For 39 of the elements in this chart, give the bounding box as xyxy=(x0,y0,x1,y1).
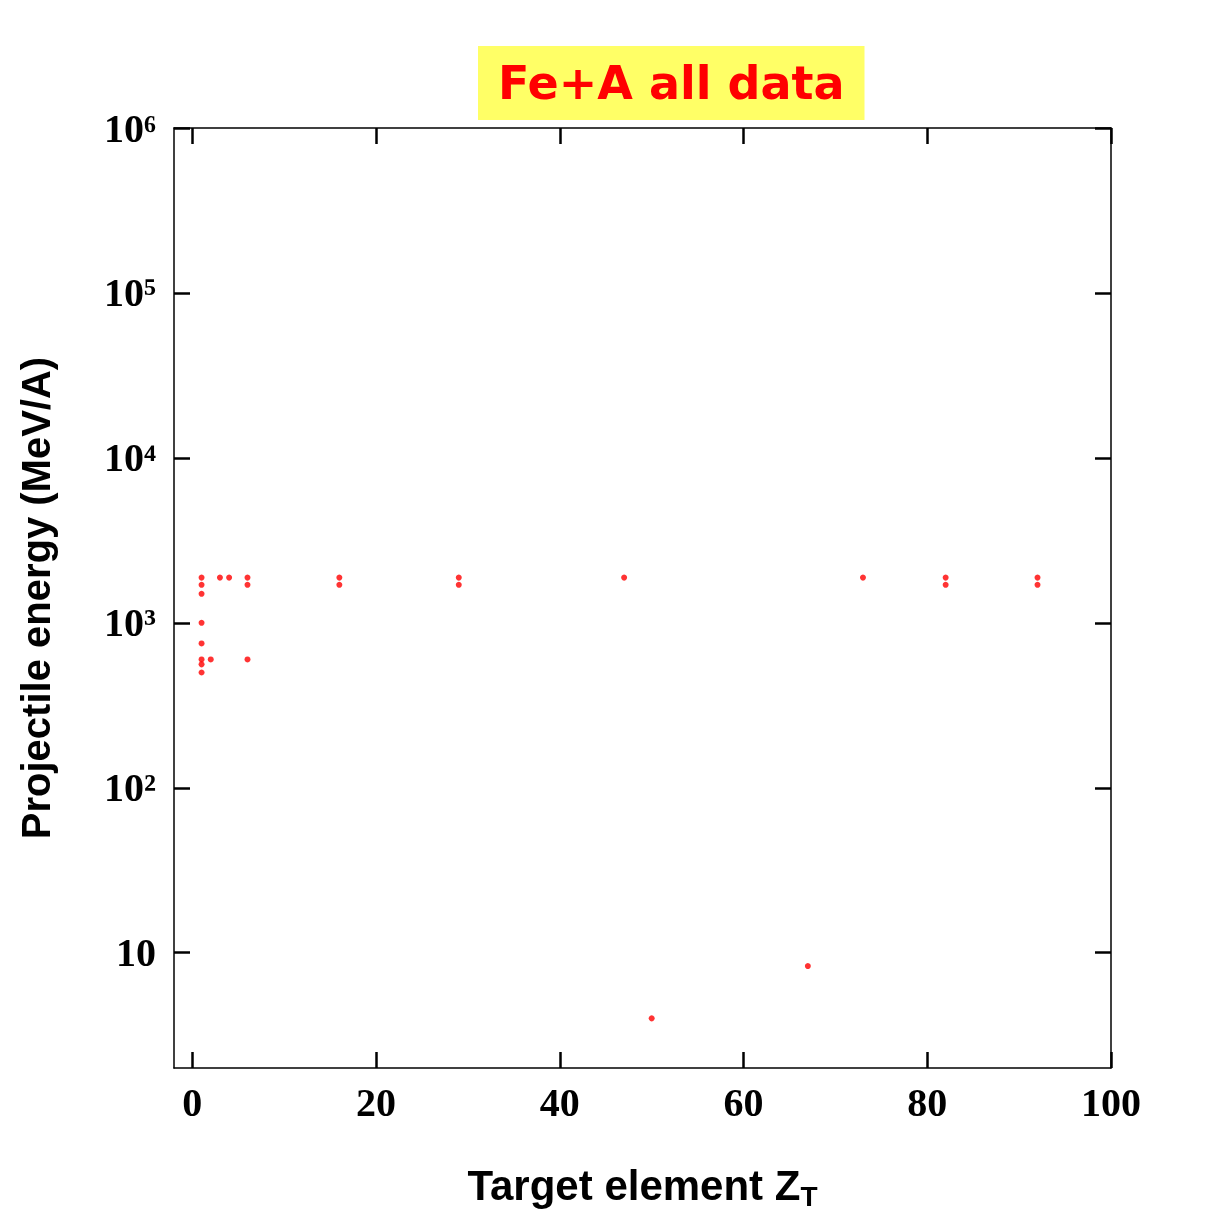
point xyxy=(1034,574,1041,581)
point xyxy=(455,574,462,581)
point xyxy=(942,574,949,581)
point xyxy=(455,581,462,588)
point xyxy=(1034,581,1041,588)
point xyxy=(216,574,223,581)
point xyxy=(244,574,251,581)
y-tick-label: 10⁵ xyxy=(104,270,156,316)
x-tick-label: 80 xyxy=(907,1079,948,1125)
x-tick-label: 40 xyxy=(539,1079,580,1125)
point xyxy=(198,574,205,581)
point xyxy=(648,1015,655,1022)
y-tick-label: 10² xyxy=(104,765,156,811)
x-tick-label: 60 xyxy=(723,1079,764,1125)
point xyxy=(804,963,811,970)
point xyxy=(207,656,214,663)
y-tick-label: 10 xyxy=(116,930,156,976)
point xyxy=(942,581,949,588)
point xyxy=(226,574,233,581)
x-tick-label: 0 xyxy=(182,1079,203,1125)
y-tick-label: 10⁴ xyxy=(104,435,156,481)
point xyxy=(244,656,251,663)
point xyxy=(336,574,343,581)
point xyxy=(198,661,205,668)
point xyxy=(198,619,205,626)
chart-title: Fe+A all data xyxy=(498,56,845,110)
x-tick-label: 20 xyxy=(356,1079,397,1125)
point xyxy=(336,581,343,588)
point xyxy=(244,581,251,588)
y-tick-label: 10³ xyxy=(104,600,156,646)
y-tick-label: 10⁶ xyxy=(104,105,156,151)
point xyxy=(198,669,205,676)
point xyxy=(198,581,205,588)
point xyxy=(198,590,205,597)
point xyxy=(198,640,205,647)
y-axis-title: Projectile energy (MeV/A) xyxy=(14,356,58,840)
point xyxy=(621,574,628,581)
x-tick-label: 100 xyxy=(1081,1079,1141,1125)
point xyxy=(859,574,866,581)
